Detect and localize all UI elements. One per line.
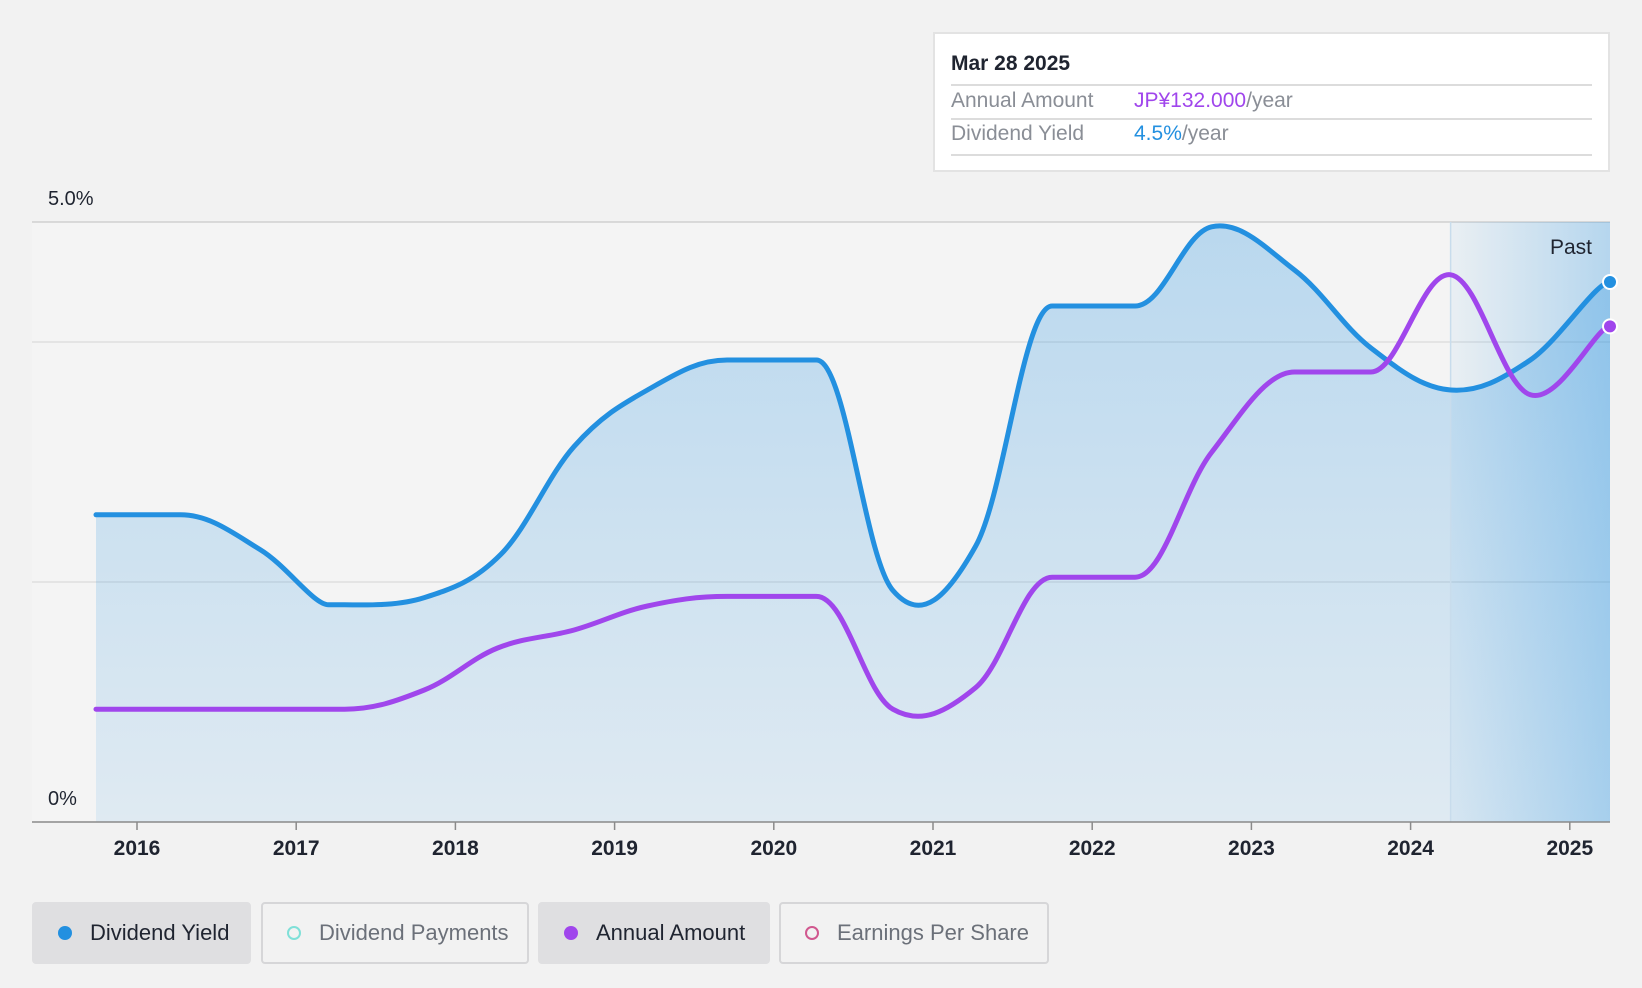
endpoint-dividend-yield <box>1602 274 1618 290</box>
endpoint-annual-amount <box>1602 318 1618 335</box>
dividend-yield-area <box>96 225 1610 822</box>
legend-label: Annual Amount <box>596 920 746 945</box>
tooltip-value-annual-amount: JP¥132.000/year <box>1134 89 1293 113</box>
line-annual-amount <box>93 272 1613 719</box>
x-tick-label: 2021 <box>910 837 957 860</box>
x-tick-label: 2024 <box>1387 837 1434 860</box>
legend-label: Earnings Per Share <box>837 920 1029 945</box>
legend-earnings-per-share[interactable]: Earnings Per Share <box>779 902 1049 964</box>
x-tick-label: 2016 <box>114 837 161 860</box>
past-shade <box>1450 222 1610 822</box>
line-dividend-yield <box>93 223 1613 608</box>
x-tick-label: 2022 <box>1069 837 1116 860</box>
annual-amount-dot-icon <box>564 926 578 940</box>
dividend-yield-dot-icon <box>58 926 72 940</box>
tooltip-label-dividend-yield: Dividend Yield <box>951 122 1085 145</box>
x-tick-label: 2018 <box>432 837 479 860</box>
legend-dividend-yield[interactable]: Dividend Yield <box>32 902 251 964</box>
annual-amount-value: JP¥132.000 <box>1134 89 1247 112</box>
series-lines <box>93 223 1618 719</box>
past-label: Past <box>1550 236 1592 259</box>
tooltip-divider <box>951 154 1592 156</box>
x-axis <box>32 821 1610 830</box>
legend-label: Dividend Yield <box>90 920 230 945</box>
dividend-yield-value: 4.5% <box>1134 122 1182 145</box>
x-tick-label: 2025 <box>1546 837 1593 860</box>
dividend-payments-ring-icon <box>287 926 301 940</box>
earnings-per-share-ring-icon <box>805 926 819 940</box>
tooltip-divider <box>951 118 1592 120</box>
y-tick-label: 5.0% <box>48 188 94 210</box>
x-tick-label: 2017 <box>273 837 320 860</box>
tooltip-divider <box>951 84 1592 86</box>
x-tick-label: 2020 <box>750 837 797 860</box>
tooltip-label-annual-amount: Annual Amount <box>951 89 1094 112</box>
legend-label: Dividend Payments <box>319 920 509 945</box>
dividend-yield-unit: /year <box>1181 122 1229 145</box>
x-tick-label: 2019 <box>591 837 638 860</box>
past-region: Past <box>1449 222 1610 822</box>
legend-annual-amount[interactable]: Annual Amount <box>538 902 770 964</box>
tooltip-value-dividend-yield: 4.5%/year <box>1134 122 1229 146</box>
y-tick-label: 0% <box>48 788 77 810</box>
tooltip: Mar 28 2025 Annual Amount JP¥132.000/yea… <box>933 32 1610 172</box>
legend-dividend-payments[interactable]: Dividend Payments <box>261 902 529 964</box>
x-tick-label: 2023 <box>1228 837 1275 860</box>
tooltip-date: Mar 28 2025 <box>951 52 1071 75</box>
axis-labels: 2016 2017 2018 2019 2020 2021 2022 2023 2024 2025… <box>48 188 1593 860</box>
area-dividend-yield <box>96 225 1610 822</box>
annual-amount-unit: /year <box>1246 89 1293 112</box>
